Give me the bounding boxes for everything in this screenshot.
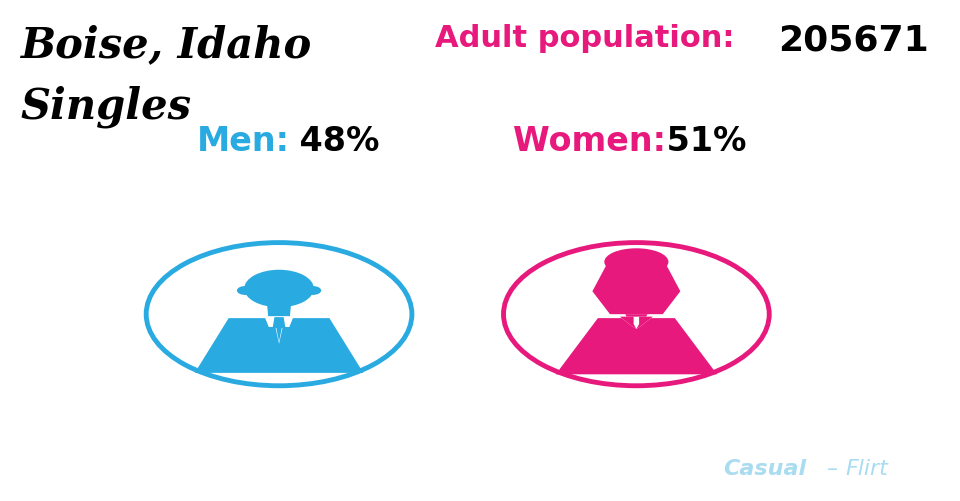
- Circle shape: [304, 287, 322, 295]
- Text: 51%: 51%: [655, 125, 746, 158]
- Ellipse shape: [604, 249, 668, 276]
- Polygon shape: [273, 318, 285, 342]
- Text: Women:: Women:: [513, 125, 665, 158]
- Polygon shape: [620, 317, 653, 329]
- Text: Adult population:: Adult population:: [435, 24, 745, 53]
- Circle shape: [146, 243, 412, 386]
- Text: Casual: Casual: [724, 458, 806, 478]
- Text: 205671: 205671: [779, 24, 929, 58]
- Polygon shape: [556, 319, 717, 375]
- Circle shape: [503, 243, 769, 386]
- Text: Men:: Men:: [197, 125, 290, 158]
- Circle shape: [237, 287, 253, 295]
- Text: 48%: 48%: [288, 125, 379, 158]
- Polygon shape: [267, 305, 291, 319]
- Polygon shape: [195, 319, 363, 373]
- Text: Flirt: Flirt: [845, 458, 888, 478]
- Polygon shape: [620, 317, 636, 329]
- Circle shape: [244, 270, 314, 308]
- Text: Singles: Singles: [21, 86, 192, 128]
- Text: Boise, Idaho: Boise, Idaho: [21, 24, 312, 66]
- Polygon shape: [592, 258, 681, 315]
- Polygon shape: [264, 317, 294, 344]
- Polygon shape: [636, 317, 653, 329]
- Polygon shape: [625, 315, 647, 319]
- Text: –: –: [826, 458, 837, 478]
